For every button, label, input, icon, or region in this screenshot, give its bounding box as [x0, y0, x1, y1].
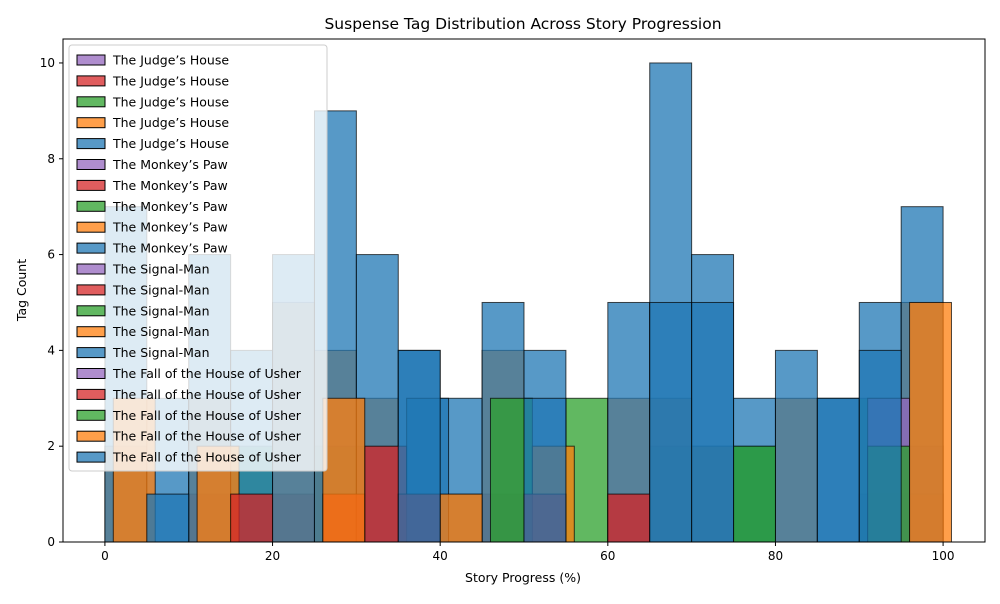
- series-13: [439, 493, 483, 543]
- legend-label: The Judge’s House: [112, 136, 229, 151]
- histogram-bar: [322, 397, 366, 543]
- legend-label: The Signal-Man: [112, 262, 210, 277]
- x-tick-label: 60: [600, 549, 615, 563]
- legend-swatch: [76, 305, 106, 317]
- legend-swatch: [76, 326, 106, 338]
- legend-swatch: [76, 242, 106, 254]
- legend-swatch: [76, 221, 106, 233]
- legend-label: The Monkey’s Paw: [112, 241, 228, 256]
- x-tick-label: 0: [101, 549, 109, 563]
- legend-label: The Signal-Man: [112, 345, 210, 360]
- legend-swatch: [76, 75, 106, 87]
- histogram-bar: [523, 397, 567, 543]
- histogram-bar: [733, 445, 776, 543]
- legend-swatch: [76, 430, 106, 442]
- plot-frame: [62, 38, 986, 543]
- legend-swatch: [76, 200, 106, 212]
- legend-label: The Judge’s House: [112, 53, 229, 68]
- legend-swatch: [76, 388, 106, 400]
- legend-label: The Judge’s House: [112, 94, 229, 109]
- y-tick-label: 4: [47, 343, 55, 357]
- histogram-bar: [774, 349, 818, 543]
- x-axis-label: Story Progress (%): [465, 570, 581, 585]
- histogram-bar: [230, 493, 274, 543]
- y-tick-label: 10: [40, 56, 55, 70]
- x-tick-label: 100: [932, 549, 955, 563]
- legend-swatch: [76, 368, 106, 379]
- legend-swatch: [76, 263, 106, 275]
- histogram-bar: [607, 493, 651, 543]
- y-tick-label: 0: [47, 535, 55, 549]
- legend-label: The Monkey’s Paw: [112, 199, 228, 214]
- histogram-bar: [691, 301, 735, 543]
- y-tick-label: 6: [47, 248, 55, 262]
- legend-label: The Signal-Man: [112, 324, 210, 339]
- histogram-bar: [649, 301, 693, 543]
- legend-box: [68, 44, 328, 472]
- legend-swatch: [76, 159, 106, 170]
- legend-label: The Judge’s House: [112, 115, 229, 130]
- legend: The Judge’s House The Judge’s House The Ju…: [68, 44, 328, 472]
- x-tick-label: 40: [433, 549, 448, 563]
- x-tick-label: 20: [265, 549, 280, 563]
- legend-swatch: [76, 347, 106, 359]
- legend-label: The Fall of the House of Usher: [112, 366, 302, 381]
- legend-label: The Monkey’s Paw: [112, 178, 228, 193]
- legend-swatch: [76, 409, 106, 421]
- legend-label: The Fall of the House of Usher: [112, 429, 302, 444]
- legend-swatch: [76, 96, 106, 108]
- legend-swatch: [76, 117, 106, 129]
- legend-label: The Signal-Man: [112, 303, 210, 318]
- legend-label: The Monkey’s Paw: [112, 220, 228, 235]
- y-axis-label: Tag Count: [14, 259, 29, 322]
- y-tick-label: 2: [47, 439, 55, 453]
- legend-swatch: [76, 138, 106, 150]
- legend-label: The Judge’s House: [112, 73, 229, 88]
- axes-layer: 0 20 40 60 80 100 0 2 4 6 8 10: [40, 56, 955, 563]
- legend-label: The Fall of the House of Usher: [112, 450, 302, 465]
- legend-swatch: [76, 451, 106, 463]
- legend-label: The Monkey’s Paw: [112, 157, 228, 172]
- legend-swatch: [76, 179, 106, 191]
- histogram-bar: [909, 301, 952, 543]
- x-tick-label: 80: [768, 549, 783, 563]
- histogram-bar: [816, 397, 860, 543]
- chart-title: Suspense Tag Distribution Across Story P…: [324, 15, 721, 33]
- legend-swatch: [76, 284, 106, 296]
- histogram-bar: [439, 493, 483, 543]
- legend-label: The Signal-Man: [112, 282, 210, 297]
- histogram-bar: [397, 349, 441, 543]
- series-12: [733, 445, 776, 543]
- legend-label: The Fall of the House of Usher: [112, 387, 302, 402]
- legend-swatch: [76, 54, 106, 66]
- histogram-bar: [858, 349, 902, 543]
- histogram-bar: [146, 493, 190, 543]
- legend-label: The Fall of the House of Usher: [112, 408, 302, 423]
- y-tick-label: 8: [47, 152, 55, 166]
